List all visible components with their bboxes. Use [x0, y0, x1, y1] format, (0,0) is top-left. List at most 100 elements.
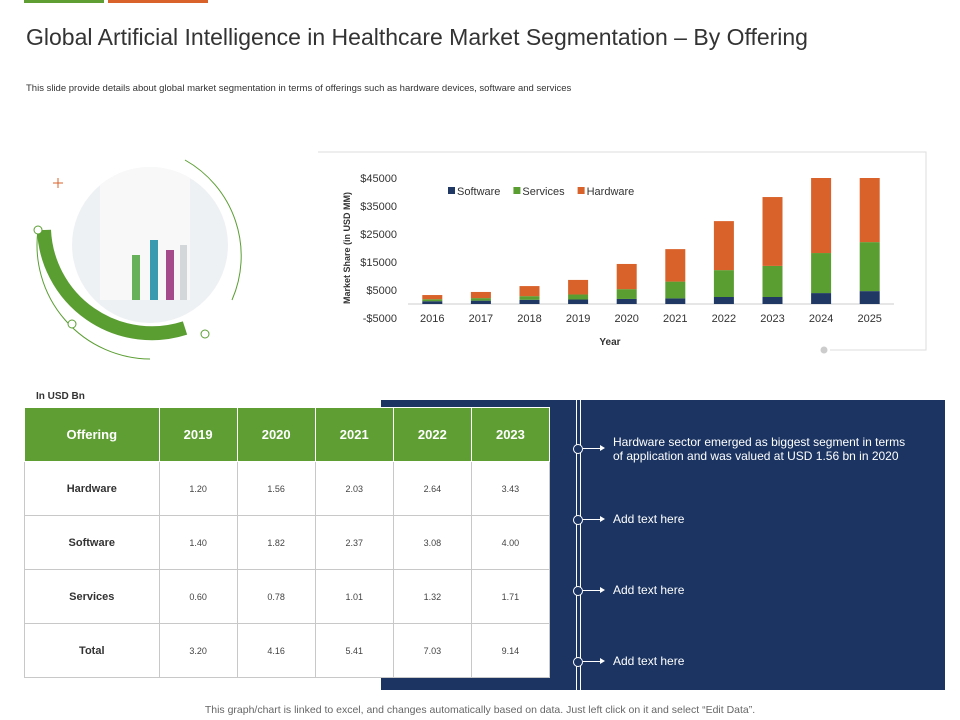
legend-label: Services [522, 186, 565, 198]
x-tick-label: 2022 [712, 313, 736, 325]
accent-bar [108, 0, 208, 3]
table-cell: 3.08 [392, 515, 472, 570]
table-cell: 1.01 [314, 569, 394, 624]
note-text: Hardware sector emerged as biggest segme… [613, 435, 906, 463]
bar-segment [811, 293, 832, 304]
header-cell: 2019 [158, 407, 238, 462]
y-tick-label: $25000 [360, 229, 397, 241]
y-tick-label: $5000 [366, 285, 397, 297]
table-cell: 0.78 [236, 569, 316, 624]
table-cell: Hardware [24, 461, 160, 516]
arrow-line [583, 448, 603, 449]
timeline-line [580, 400, 581, 720]
x-tick-label: 2023 [760, 313, 784, 325]
x-axis-label: Year [599, 337, 620, 348]
bar-segment [762, 265, 783, 297]
photo [33, 159, 242, 360]
x-tick-label: 2019 [566, 313, 590, 325]
x-tick-label: 2025 [857, 313, 881, 325]
y-tick-label: $45000 [360, 173, 397, 185]
x-tick-label: 2018 [517, 313, 541, 325]
bar-segment [519, 286, 540, 297]
legend-swatch [577, 187, 585, 194]
arrow-line [583, 661, 603, 662]
legend-label: Hardware [587, 186, 635, 198]
bar-segment [470, 291, 491, 299]
table-cell: 2.37 [314, 515, 394, 570]
table-cell: Total [24, 623, 160, 678]
y-tick-label: -$5000 [363, 313, 397, 325]
table-row: Software 1.40 1.82 2.37 3.08 4.00 [24, 515, 551, 570]
table-cell: 4.16 [236, 623, 316, 678]
bar-segment [665, 298, 686, 304]
table-cell: 1.71 [470, 569, 551, 624]
bar-segment [519, 299, 540, 304]
table-cell: 2.64 [392, 461, 472, 516]
note-text: Add text here [613, 654, 685, 668]
header-cell: 2020 [236, 407, 316, 462]
x-tick-label: 2020 [614, 313, 638, 325]
table-cell: 4.00 [470, 515, 551, 570]
header-cell: 2021 [314, 407, 394, 462]
legend-swatch [513, 187, 521, 194]
table-cell: 9.14 [470, 623, 551, 678]
x-tick-label: 2024 [809, 313, 833, 325]
bar-segment [616, 263, 637, 290]
arrow-line [583, 519, 603, 520]
table-row: Total 3.20 4.16 5.41 7.03 9.14 [24, 623, 551, 678]
note-text: Add text here [613, 583, 685, 597]
bar-segment [859, 242, 880, 292]
bar-segment [811, 253, 832, 294]
bar-segment [519, 296, 540, 300]
table-cell: 1.32 [392, 569, 472, 624]
table-cell: 7.03 [392, 623, 472, 678]
arrow-head [600, 587, 605, 593]
table-cell: Software [24, 515, 160, 570]
table-cell: 1.56 [236, 461, 316, 516]
note-text: Add text here [613, 512, 685, 526]
table-cell: 3.20 [158, 623, 238, 678]
bar-segment [665, 281, 686, 299]
table-cell: 2.03 [314, 461, 394, 516]
timeline-dot [573, 515, 583, 525]
x-tick-label: 2016 [420, 313, 444, 325]
accent-bar [24, 0, 104, 3]
header-cell: 2022 [392, 407, 472, 462]
y-tick-label: $15000 [360, 257, 397, 269]
bar-segment [568, 299, 589, 304]
table-cell: 3.43 [470, 461, 551, 516]
x-tick-label: 2021 [663, 313, 687, 325]
timeline-dot [573, 586, 583, 596]
bar-segment [811, 178, 832, 254]
timeline-dot [573, 444, 583, 454]
bar-segment [713, 270, 734, 297]
table-row: Services 0.60 0.78 1.01 1.32 1.71 [24, 569, 551, 624]
table-cell: 1.40 [158, 515, 238, 570]
bar-segment [616, 298, 637, 304]
bar-segment [762, 197, 783, 266]
bar-segment [859, 178, 880, 243]
table-caption: In USD Bn [36, 391, 85, 402]
graphics: -$5000 $5000 $15000 $25000 $35000 $45000 Marke… [33, 151, 927, 360]
bar-segment [616, 289, 637, 299]
arrow-head [600, 516, 605, 522]
header-cell: Offering [24, 407, 160, 462]
bar-segment [665, 249, 686, 282]
frame-dot [820, 346, 828, 354]
bar-segment [470, 298, 491, 301]
bar-segment [859, 291, 880, 304]
table-cell: 0.60 [158, 569, 238, 624]
bar-segment [422, 299, 443, 302]
arrow-head [600, 445, 605, 451]
table-cell: 5.41 [314, 623, 394, 678]
bar-segment [568, 294, 589, 300]
table-cell: 1.82 [236, 515, 316, 570]
table-row: Hardware 1.20 1.56 2.03 2.64 3.43 [24, 461, 551, 516]
bar-segment [568, 279, 589, 295]
bar-segment [762, 297, 783, 304]
y-axis-label: Market Share (in USD MM) [342, 192, 352, 304]
timeline-dot [573, 657, 583, 667]
legend-swatch [448, 187, 455, 194]
footer: This graph/chart is linked to excel, and… [204, 704, 756, 716]
bar-segment [713, 297, 734, 304]
